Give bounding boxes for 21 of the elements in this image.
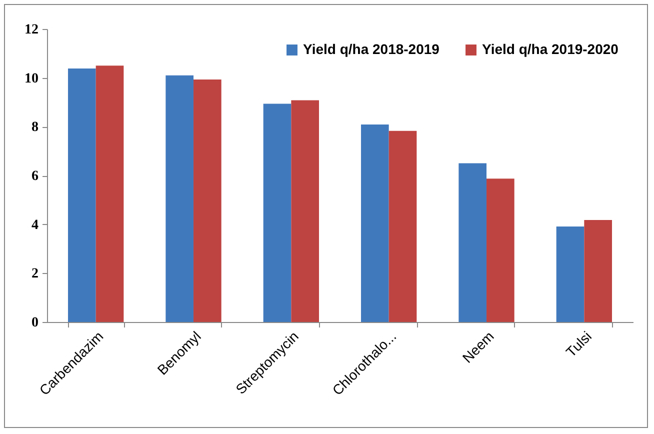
y-tick-label: 0 bbox=[32, 316, 38, 330]
bar bbox=[361, 124, 389, 322]
bar bbox=[194, 80, 222, 322]
bar bbox=[486, 178, 514, 322]
bar bbox=[166, 75, 194, 322]
bar bbox=[458, 163, 486, 322]
bar bbox=[556, 226, 584, 322]
y-tick-label: 10 bbox=[24, 71, 38, 86]
bar bbox=[263, 104, 292, 322]
legend-label: Yield q/ha 2019-2020 bbox=[482, 41, 619, 57]
bar bbox=[291, 100, 319, 322]
legend-label: Yield q/ha 2018-2019 bbox=[303, 41, 440, 57]
y-tick-label: 8 bbox=[32, 120, 38, 136]
y-tick-label: 12 bbox=[24, 22, 38, 38]
bar bbox=[388, 130, 417, 322]
bar bbox=[96, 66, 124, 322]
y-tick-label: 4 bbox=[32, 218, 38, 233]
bar bbox=[584, 220, 612, 322]
y-tick-label: 6 bbox=[32, 169, 38, 184]
y-tick-label: 2 bbox=[32, 266, 38, 282]
bar bbox=[68, 68, 96, 322]
